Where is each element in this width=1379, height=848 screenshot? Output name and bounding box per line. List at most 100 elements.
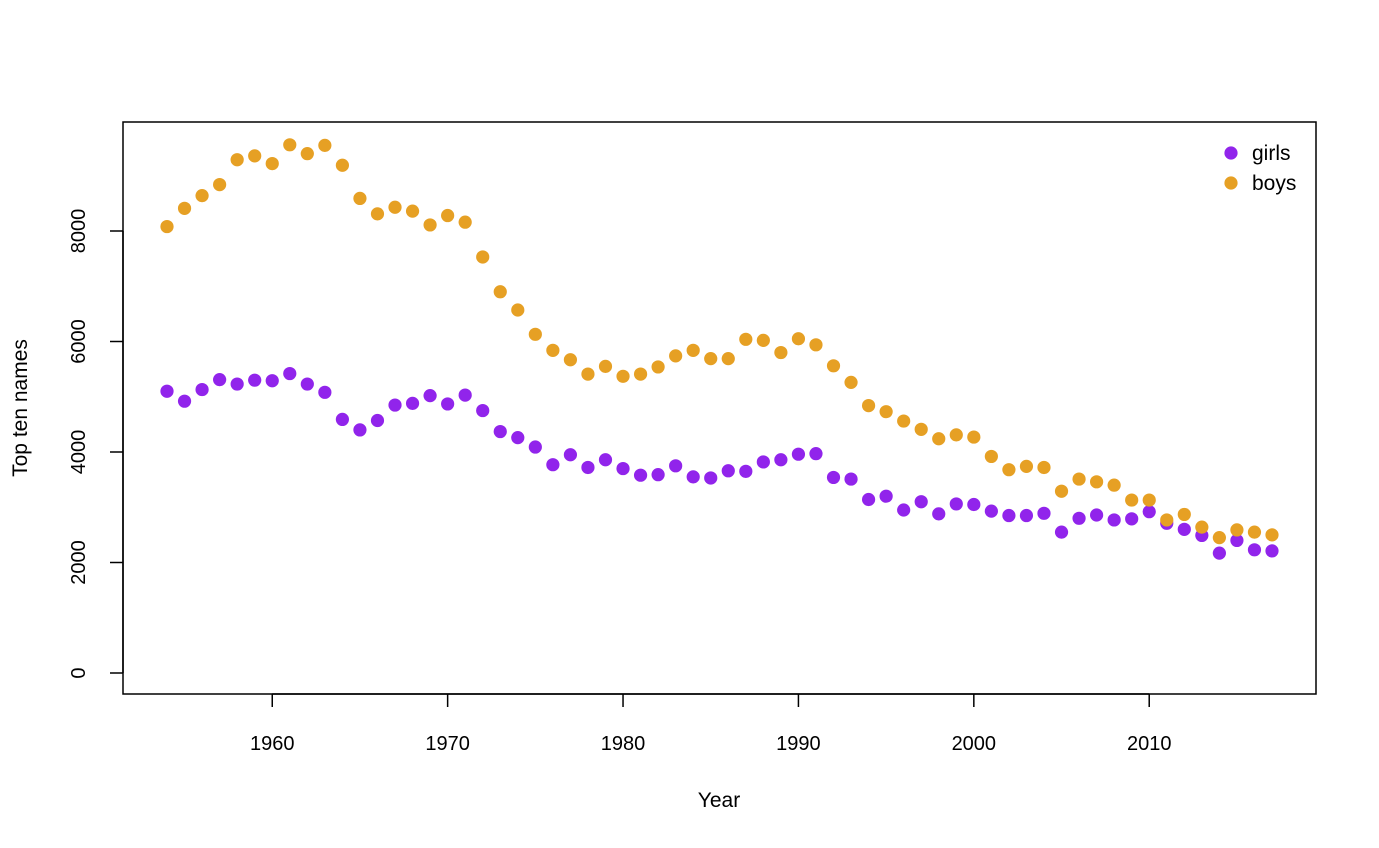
girls-point: [967, 497, 981, 512]
girls-point: [897, 503, 911, 517]
boys-point: [897, 414, 911, 428]
boys-point: [1142, 493, 1156, 507]
girls-point: [441, 397, 455, 411]
girls-point: [914, 495, 928, 509]
boys-point: [353, 191, 367, 206]
boys-point: [1090, 475, 1104, 489]
girls-point: [230, 377, 244, 391]
girls-point: [1177, 522, 1191, 536]
boys-point: [616, 369, 630, 383]
girls-point: [511, 431, 525, 445]
girls-point: [546, 458, 560, 472]
girls-point: [1265, 544, 1279, 558]
girls-point: [1019, 508, 1034, 523]
girls-point: [405, 396, 420, 410]
boys-point: [669, 349, 683, 363]
boys-point: [388, 200, 402, 214]
girls-point: [1212, 546, 1226, 560]
girls-series: [160, 366, 1279, 560]
x-tick-label: 1970: [425, 733, 470, 755]
y-tick-label: 2000: [68, 540, 90, 585]
boys-point: [967, 430, 981, 444]
boys-point: [213, 177, 227, 192]
girls-point: [177, 394, 192, 408]
girls-point: [791, 447, 806, 461]
boys-point: [546, 343, 560, 357]
boys-point: [476, 250, 490, 264]
y-tick-label: 8000: [68, 209, 90, 254]
boys-series: [160, 138, 1279, 545]
boys-point: [265, 156, 279, 171]
boys-point: [861, 398, 876, 413]
girls-point: [458, 388, 472, 402]
boys-point: [1212, 531, 1226, 545]
boys-point: [739, 332, 753, 346]
boys-point: [283, 138, 297, 152]
girls-point: [1107, 513, 1121, 527]
girls-point: [195, 382, 209, 397]
girls-point: [1230, 533, 1244, 548]
legend-label-girls: girls: [1252, 142, 1291, 165]
boys-point: [230, 153, 244, 167]
boys-point: [949, 428, 963, 442]
boys-point: [300, 147, 314, 161]
girls-point: [318, 385, 332, 399]
girls-point: [704, 471, 718, 485]
boys-point: [1177, 507, 1191, 522]
y-axis: 0 2000 4000 6000 8000: [68, 209, 124, 679]
boys-point: [441, 208, 455, 223]
boys-point: [809, 338, 823, 352]
girls-point: [669, 459, 683, 473]
boys-point: [370, 207, 385, 221]
girls-point: [493, 424, 507, 439]
boys-point: [826, 359, 841, 373]
x-tick-label: 2010: [1127, 733, 1172, 755]
girls-point: [563, 448, 578, 462]
data-points: [160, 138, 1279, 560]
x-tick-label: 1990: [776, 733, 821, 755]
boys-point: [458, 215, 472, 229]
girls-point: [1247, 543, 1262, 557]
legend-label-boys: boys: [1252, 172, 1296, 195]
boys-point: [563, 353, 578, 367]
legend-marker-girls: [1224, 146, 1238, 160]
boys-point: [879, 405, 893, 419]
boys-point: [1054, 484, 1069, 498]
boys-point: [423, 218, 437, 232]
girls-point: [423, 389, 437, 403]
girls-point: [528, 440, 542, 454]
x-tick-label: 2000: [952, 733, 997, 755]
boys-point: [914, 422, 928, 436]
y-tick-label: 6000: [68, 319, 90, 364]
boys-point: [160, 219, 174, 234]
girls-point: [1054, 525, 1069, 539]
boys-point: [651, 360, 665, 374]
girls-point: [651, 468, 665, 482]
boys-point: [1037, 460, 1051, 475]
girls-point: [598, 453, 613, 467]
girls-point: [265, 374, 279, 388]
girls-point: [388, 398, 402, 412]
boys-point: [704, 352, 718, 366]
girls-point: [1090, 508, 1104, 522]
boys-point: [511, 303, 525, 317]
girls-point: [1125, 512, 1139, 526]
boys-point: [335, 158, 349, 172]
girls-point: [1037, 506, 1051, 520]
girls-point: [213, 373, 227, 387]
girls-point: [686, 470, 700, 484]
plot-frame: [122, 121, 1317, 695]
girls-point: [949, 497, 963, 511]
girls-point: [756, 455, 770, 469]
girls-point: [335, 412, 349, 427]
girls-point: [932, 507, 946, 521]
girls-point: [160, 384, 174, 398]
boys-point: [1125, 493, 1139, 507]
boys-point: [932, 432, 946, 446]
boys-point: [1002, 463, 1016, 477]
boys-point: [318, 138, 332, 152]
boys-point: [1160, 513, 1174, 527]
boys-point: [405, 204, 420, 218]
boys-point: [791, 332, 806, 346]
